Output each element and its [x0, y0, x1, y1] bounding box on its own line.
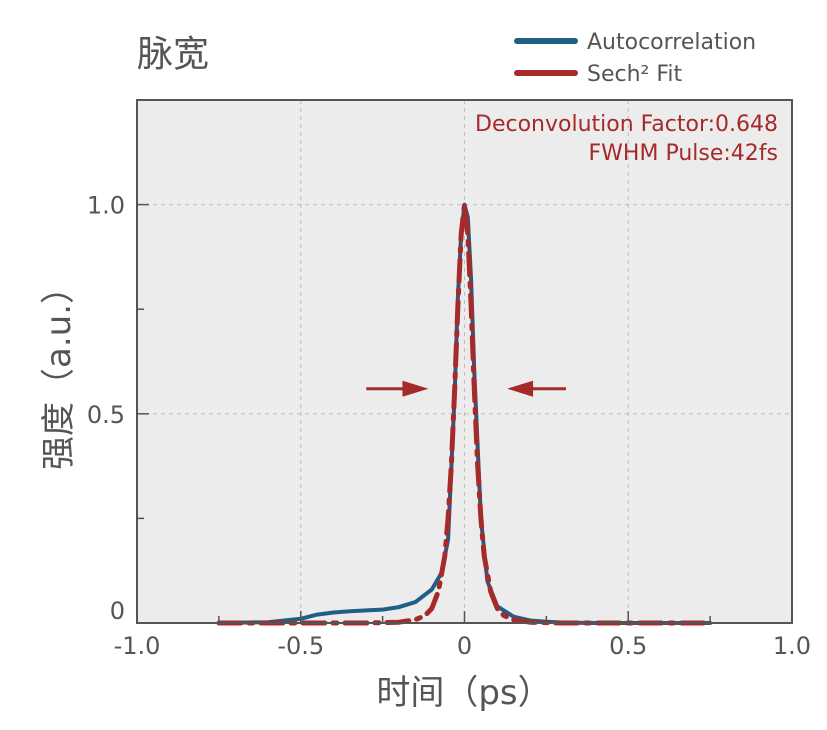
- y-tick-label: 1.0: [87, 192, 125, 220]
- y-tick-label: 0.5: [87, 401, 125, 429]
- annotation-deconvolution: Deconvolution Factor:0.648: [475, 112, 778, 137]
- annotation-fwhm: FWHM Pulse:42fs: [589, 141, 778, 166]
- y-tick-label: 0: [110, 597, 125, 625]
- x-tick-label: -0.5: [277, 632, 324, 660]
- legend-label-autocorrelation: Autocorrelation: [587, 30, 756, 55]
- x-tick-label: 0.5: [609, 632, 647, 660]
- plot-area: [137, 100, 792, 623]
- x-tick-label: -1.0: [114, 632, 161, 660]
- x-axis-title: 时间（ps）: [376, 673, 551, 713]
- fwhm-arrows: [366, 380, 567, 397]
- fwhm-arrow-left-head: [402, 380, 429, 397]
- series-line-sech2-fit: [216, 202, 713, 626]
- grid: [137, 100, 792, 623]
- x-tick-label: 1.0: [773, 632, 811, 660]
- legend: Autocorrelation Sech² Fit: [514, 30, 756, 87]
- axis-ticks: -1.0 -0.5 0 0.5 1.0 0 0.5 1.0: [87, 192, 811, 660]
- x-tick-label: 0: [457, 632, 472, 660]
- y-axis-title: 强度（a.u.）: [39, 270, 79, 470]
- legend-label-fit: Sech² Fit: [587, 62, 683, 87]
- chart-title: 脉宽: [137, 34, 209, 75]
- fwhm-arrow-right-head: [507, 380, 534, 397]
